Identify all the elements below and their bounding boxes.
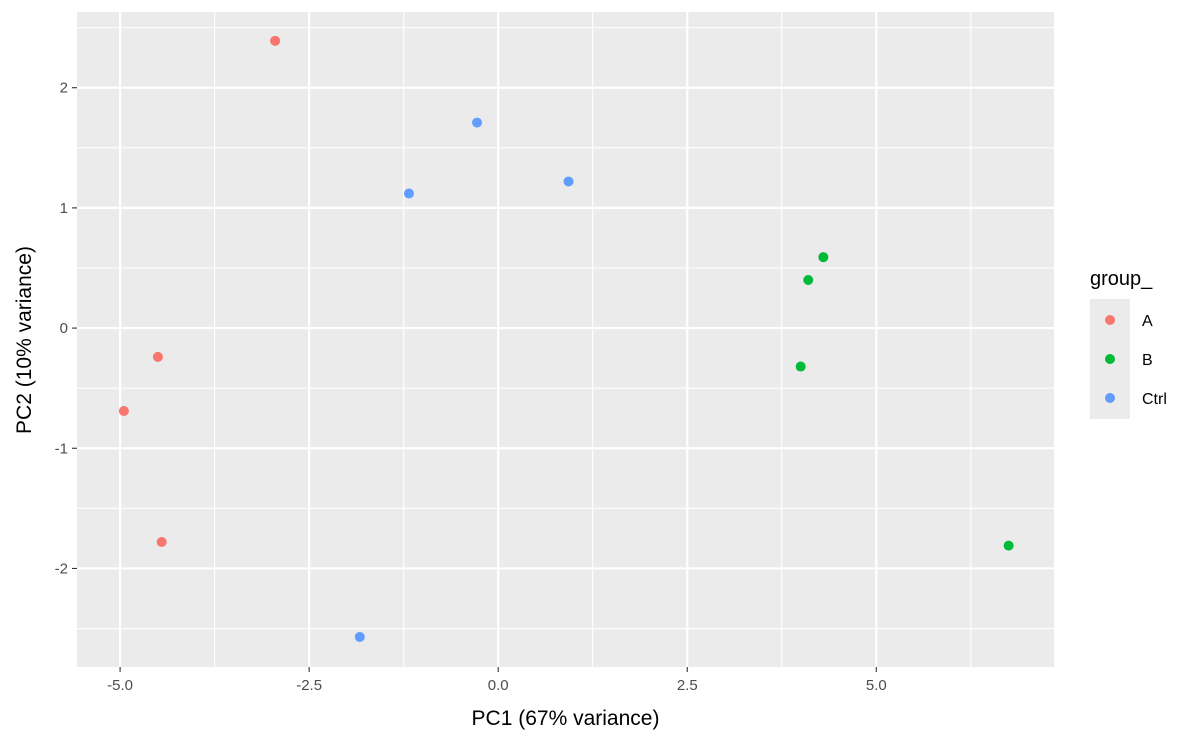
- data-point-b: [818, 252, 829, 263]
- major-gridlines: [77, 12, 1054, 667]
- y-tick-label: 2: [60, 80, 68, 97]
- y-tick-label: -2: [55, 560, 68, 577]
- y-tick-label: -1: [55, 440, 68, 457]
- data-point-a: [156, 537, 167, 548]
- legend-title: group_: [1090, 268, 1153, 290]
- legend-key-a: [1105, 315, 1115, 325]
- data-point-ctrl: [403, 188, 414, 199]
- data-point-a: [118, 406, 129, 417]
- data-point-b: [1003, 540, 1014, 551]
- legend-label-a: A: [1142, 313, 1153, 330]
- data-point-a: [270, 35, 281, 46]
- y-axis-ticks: -2 -1 0 1 2: [55, 80, 77, 577]
- x-tick-label: -5.0: [107, 677, 133, 694]
- data-point-ctrl: [472, 117, 483, 128]
- data-point-b: [803, 275, 814, 286]
- legend-key-ctrl: [1105, 393, 1115, 403]
- data-point-a: [152, 351, 163, 362]
- y-tick-label: 0: [60, 320, 68, 337]
- legend: group_ A B Ctrl: [1090, 268, 1167, 419]
- y-tick-label: 1: [60, 200, 68, 217]
- x-axis-title: PC1 (67% variance): [472, 707, 660, 730]
- y-axis-title: PC2 (10% variance): [13, 246, 36, 434]
- minor-gridlines: [77, 12, 1054, 667]
- legend-items: A B Ctrl: [1105, 313, 1167, 408]
- data-points: [118, 35, 1014, 642]
- legend-key-b: [1105, 354, 1115, 364]
- data-point-b: [795, 361, 806, 372]
- x-tick-label: 0.0: [488, 677, 509, 694]
- plot-panel: [77, 12, 1054, 667]
- data-point-ctrl: [354, 631, 365, 642]
- x-tick-label: 5.0: [866, 677, 887, 694]
- data-point-ctrl: [563, 176, 574, 187]
- x-axis-ticks: -5.0 -2.5 0.0 2.5 5.0: [107, 667, 887, 694]
- x-tick-label: -2.5: [296, 677, 322, 694]
- x-tick-label: 2.5: [677, 677, 698, 694]
- legend-label-b: B: [1142, 352, 1153, 369]
- legend-label-ctrl: Ctrl: [1142, 391, 1167, 408]
